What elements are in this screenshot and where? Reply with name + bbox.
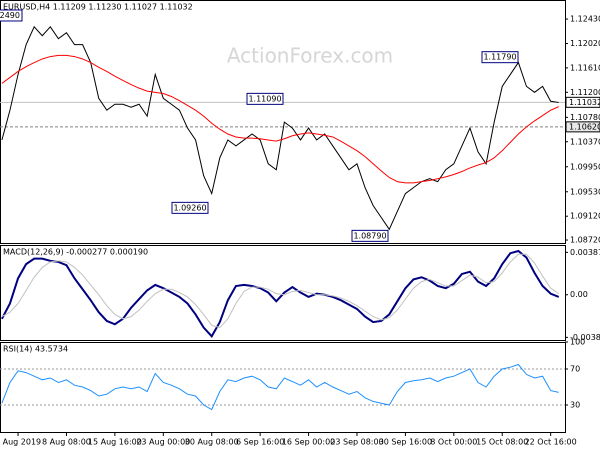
x-tick-label: 23 Sep 08:00 xyxy=(330,438,383,447)
panel-title: MACD(12,26,9) -0.000277 0.000190 xyxy=(3,248,148,257)
watermark: ActionForex.com xyxy=(227,44,393,68)
x-tick-label: 30 Sep 16:00 xyxy=(379,438,432,447)
y-tick-label: -0.003899 xyxy=(570,333,600,342)
panel-frame xyxy=(0,245,566,341)
x-tick-label: 22 Oct 16:00 xyxy=(525,438,577,447)
x-tick-label: 23 Aug 00:00 xyxy=(136,438,190,447)
x-tick-label: 8 Oct 00:00 xyxy=(430,438,477,447)
y-tick-label: 70 xyxy=(570,365,580,374)
y-tick-label: 30 xyxy=(570,401,580,410)
y-tick-label: 0.00 xyxy=(570,290,588,299)
y-tick-label: 100 xyxy=(570,338,585,347)
price-level-box xyxy=(565,96,600,108)
annotation-label: 1.12490 xyxy=(0,11,20,20)
x-tick-label: 30 Aug 08:00 xyxy=(185,438,239,447)
series-line xyxy=(1,25,559,231)
x-tick-label: 16 Sep 00:00 xyxy=(282,438,335,447)
series-line xyxy=(1,363,559,411)
y-tick-label: 1.11200 xyxy=(570,88,600,97)
price-level-label: 1.11032 xyxy=(569,98,600,107)
annotation-box xyxy=(246,92,284,105)
panel-frame xyxy=(0,342,566,433)
price-level-label: 1.10620 xyxy=(569,122,600,131)
annotation-box xyxy=(481,51,519,64)
x-tick-label: 15 Aug 16:00 xyxy=(88,438,142,447)
x-tick-label: 15 Oct 08:00 xyxy=(476,438,528,447)
series-line xyxy=(1,54,559,184)
annotation-box xyxy=(0,9,23,22)
price-level-box xyxy=(565,121,600,133)
y-tick-label: 1.12020 xyxy=(570,39,600,48)
series-line xyxy=(1,249,560,338)
x-tick-label: 1 Aug 2019 xyxy=(0,438,41,447)
annotation-box xyxy=(171,201,209,214)
annotation-box xyxy=(351,229,389,242)
annotation-label: 1.11790 xyxy=(483,53,516,62)
annotation-label: 1.09260 xyxy=(173,203,206,212)
y-tick-label: 1.08720 xyxy=(570,236,600,245)
x-tick-label: 8 Aug 08:00 xyxy=(42,438,91,447)
x-tick-label: 6 Sep 16:00 xyxy=(236,438,284,447)
y-tick-label: 1.09950 xyxy=(570,162,600,171)
y-tick-label: 1.10780 xyxy=(570,113,600,122)
y-tick-label: 1.10370 xyxy=(570,137,600,146)
y-tick-label: 1.09530 xyxy=(570,187,600,196)
annotation-label: 1.08790 xyxy=(353,231,386,240)
y-tick-label: 1.11610 xyxy=(570,63,600,72)
y-tick-label: 1.09120 xyxy=(570,212,600,221)
y-tick-label: 0.003876 xyxy=(570,248,600,257)
panel-title: EURUSD,H4 1.11209 1.11230 1.11027 1.1103… xyxy=(3,3,193,12)
annotation-label: 1.11090 xyxy=(248,94,281,103)
panel-title: RSI(14) 43.5734 xyxy=(3,345,68,354)
series-line xyxy=(1,253,560,329)
y-tick-label: 1.12430 xyxy=(570,15,600,24)
